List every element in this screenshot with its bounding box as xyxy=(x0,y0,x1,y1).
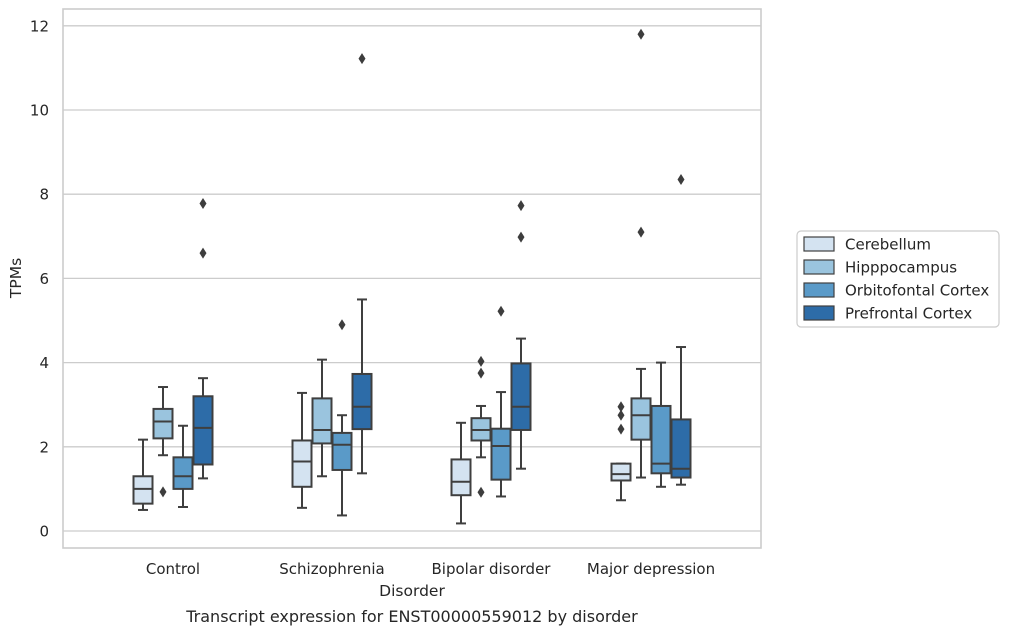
box xyxy=(331,431,353,471)
box-group xyxy=(172,424,194,509)
legend-swatch xyxy=(803,236,835,252)
y-tick-label: 6 xyxy=(39,270,49,288)
x-axis-ticks: Control Schizophrenia Bipolar disorder Majo… xyxy=(146,560,715,578)
outlier-point xyxy=(477,355,485,367)
box xyxy=(192,395,214,466)
outlier-point xyxy=(477,367,485,379)
box-group xyxy=(490,305,512,498)
box-group xyxy=(311,358,333,478)
box xyxy=(152,407,174,440)
x-axis-title: Disorder xyxy=(379,582,445,600)
box-group xyxy=(510,200,532,470)
legend-swatch xyxy=(803,282,835,298)
outlier-point xyxy=(517,200,525,212)
legend-label: Cerebellum xyxy=(845,236,931,254)
box xyxy=(351,372,373,431)
box xyxy=(490,427,512,481)
outlier-point xyxy=(517,231,525,243)
outlier-point xyxy=(159,486,167,498)
box xyxy=(610,462,632,482)
legend: Cerebellum Hipppocampus Orbitofontal Corte… xyxy=(796,230,1000,328)
grid-lines xyxy=(63,25,761,532)
box-group xyxy=(331,319,353,517)
outlier-point xyxy=(199,197,207,209)
legend-label: Prefrontal Cortex xyxy=(845,305,972,323)
y-axis-ticks: 0 2 4 6 8 10 12 xyxy=(30,17,49,540)
outlier-point xyxy=(497,305,505,317)
outlier-point xyxy=(358,53,366,65)
x-tick-label: Control xyxy=(146,560,200,578)
legend-label: Hipppocampus xyxy=(845,259,957,277)
box-group xyxy=(291,391,313,509)
y-tick-label: 12 xyxy=(30,17,49,35)
plot-frame xyxy=(62,8,762,549)
outlier-point xyxy=(617,401,625,413)
outlier-point xyxy=(199,247,207,259)
y-axis-title: TPMs xyxy=(7,258,25,299)
box xyxy=(670,418,692,479)
y-tick-label: 2 xyxy=(39,438,49,456)
box-group xyxy=(610,401,632,502)
outlier-point xyxy=(617,423,625,435)
outlier-point xyxy=(338,319,346,331)
outlier-point xyxy=(477,486,485,498)
legend-frame xyxy=(796,230,1000,328)
outlier-point xyxy=(617,409,625,421)
box xyxy=(311,397,333,445)
x-tick-label: Bipolar disorder xyxy=(432,560,552,578)
box-series xyxy=(132,28,692,525)
outlier-point xyxy=(637,226,645,238)
y-tick-label: 0 xyxy=(39,523,49,541)
box xyxy=(132,475,154,505)
legend-swatch xyxy=(803,259,835,275)
box xyxy=(172,456,194,490)
box-group xyxy=(192,197,214,480)
y-tick-label: 4 xyxy=(39,354,49,372)
box xyxy=(291,439,313,488)
box-group xyxy=(450,421,472,525)
legend-label: Orbitofontal Cortex xyxy=(845,282,989,300)
outlier-point xyxy=(637,28,645,40)
chart-caption: Transcript expression for ENST0000055901… xyxy=(185,607,638,626)
box xyxy=(450,458,472,497)
legend-swatch xyxy=(803,305,835,321)
box-group xyxy=(470,355,492,498)
y-tick-label: 10 xyxy=(30,102,49,120)
box-group xyxy=(132,438,154,511)
x-tick-label: Major depression xyxy=(587,560,715,578)
box xyxy=(510,362,532,431)
y-tick-label: 8 xyxy=(39,186,49,204)
outlier-point xyxy=(677,173,685,185)
box-group xyxy=(670,173,692,486)
box xyxy=(630,397,652,441)
box-group xyxy=(351,53,373,475)
x-tick-label: Schizophrenia xyxy=(279,560,384,578)
box-group xyxy=(152,386,174,498)
